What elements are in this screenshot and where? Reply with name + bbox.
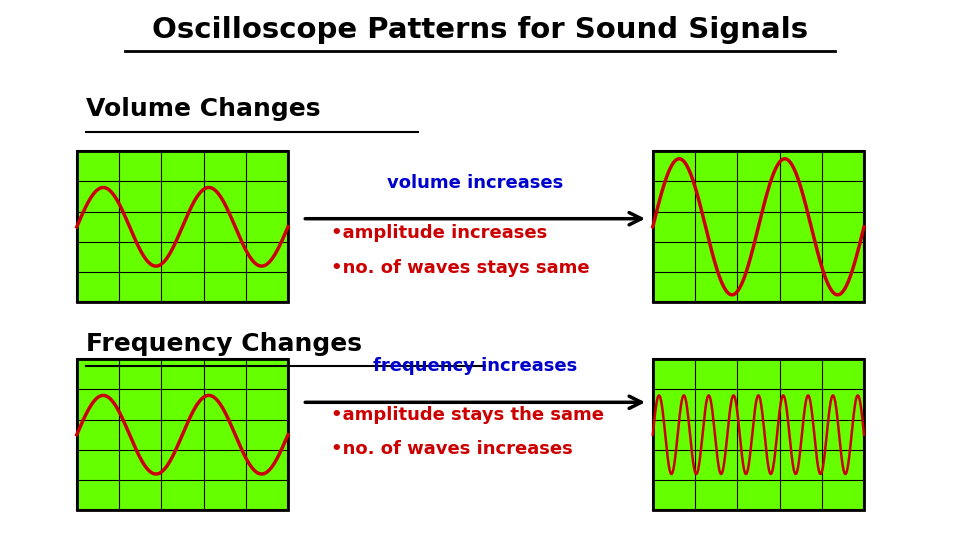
FancyBboxPatch shape: [77, 151, 288, 302]
Text: volume increases: volume increases: [387, 174, 564, 192]
Text: •amplitude stays the same: •amplitude stays the same: [331, 406, 604, 424]
FancyBboxPatch shape: [77, 359, 288, 510]
Text: •no. of waves stays same: •no. of waves stays same: [331, 259, 589, 277]
Text: •amplitude increases: •amplitude increases: [331, 224, 547, 242]
Text: •no. of waves increases: •no. of waves increases: [331, 440, 573, 458]
Text: Oscilloscope Patterns for Sound Signals: Oscilloscope Patterns for Sound Signals: [152, 16, 808, 44]
Text: frequency increases: frequency increases: [373, 357, 577, 375]
Text: Frequency Changes: Frequency Changes: [86, 332, 362, 356]
FancyBboxPatch shape: [653, 359, 864, 510]
Text: Volume Changes: Volume Changes: [86, 97, 321, 121]
FancyBboxPatch shape: [653, 151, 864, 302]
